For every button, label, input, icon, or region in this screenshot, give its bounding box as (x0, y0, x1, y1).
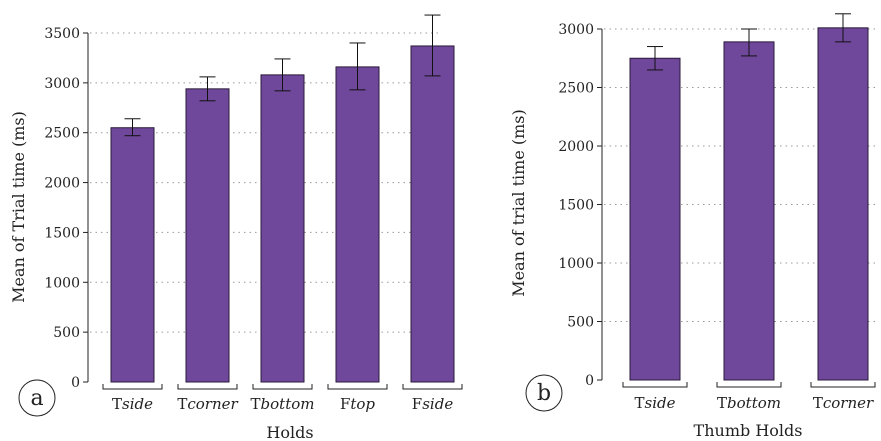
x-category-prefix: T (635, 394, 645, 412)
category-bracket (102, 384, 163, 390)
x-category-label: Tbottom (717, 394, 781, 412)
bar (335, 66, 380, 383)
x-category-prefix: T (251, 395, 261, 413)
y-axis-title: Mean of Trial time (ms) (9, 111, 28, 303)
x-category-suffix: bottom (261, 395, 315, 413)
y-tick-label: 500 (53, 325, 80, 341)
x-category-label: Tbottom (251, 395, 315, 413)
panel-label-circle (18, 379, 56, 417)
bar (723, 41, 775, 381)
bar (410, 45, 455, 383)
x-category-label: Tcorner (177, 395, 238, 413)
x-category-suffix: side (422, 395, 453, 413)
y-tick-label: 1500 (44, 225, 80, 241)
x-category-suffix: side (122, 395, 153, 413)
y-tick-label: 1000 (44, 275, 80, 291)
category-bracket (810, 382, 876, 388)
x-category-suffix: corner (187, 395, 238, 413)
category-bracket (402, 384, 463, 390)
panel-label: a (30, 386, 43, 411)
y-tick-label: 1000 (558, 256, 594, 272)
bar (629, 57, 681, 381)
x-category-label: Ftop (340, 395, 375, 413)
x-category-prefix: T (813, 394, 823, 412)
panel-label-circle (525, 374, 563, 412)
category-bracket (252, 384, 313, 390)
bar (185, 88, 230, 383)
x-axis-title: Thumb Holds (694, 421, 803, 440)
bar (110, 127, 155, 383)
y-tick-label: 2000 (558, 139, 594, 155)
y-tick-label: 3000 (558, 22, 594, 38)
y-axis-title: Mean of trial time (ms) (509, 109, 528, 297)
bar (817, 27, 869, 381)
x-category-prefix: T (112, 395, 122, 413)
x-category-prefix: T (717, 394, 727, 412)
category-bracket (177, 384, 238, 390)
y-tick-label: 0 (585, 373, 594, 389)
x-category-prefix: F (412, 395, 422, 413)
x-category-prefix: F (340, 395, 350, 413)
x-category-suffix: corner (823, 394, 874, 412)
x-category-prefix: T (177, 395, 187, 413)
y-tick-label: 3500 (44, 26, 80, 42)
x-category-suffix: bottom (727, 394, 781, 412)
y-tick-label: 2000 (44, 176, 80, 192)
x-category-label: Tcorner (813, 394, 874, 412)
y-tick-label: 1500 (558, 198, 594, 214)
x-category-label: Fside (412, 395, 454, 413)
panel-label: b (537, 381, 551, 406)
y-tick-label: 3000 (44, 76, 80, 92)
category-bracket (327, 384, 388, 390)
x-category-label: Tside (635, 394, 676, 412)
y-tick-label: 2500 (44, 126, 80, 142)
y-tick-label: 500 (567, 315, 594, 331)
x-axis-title: Holds (266, 423, 313, 441)
bar (260, 74, 305, 383)
x-category-label: Tside (112, 395, 153, 413)
x-category-suffix: top (350, 395, 375, 413)
category-bracket (622, 382, 688, 388)
y-tick-label: 2500 (558, 81, 594, 97)
category-bracket (716, 382, 782, 388)
y-tick-label: 0 (71, 375, 80, 391)
x-category-suffix: side (645, 394, 676, 412)
